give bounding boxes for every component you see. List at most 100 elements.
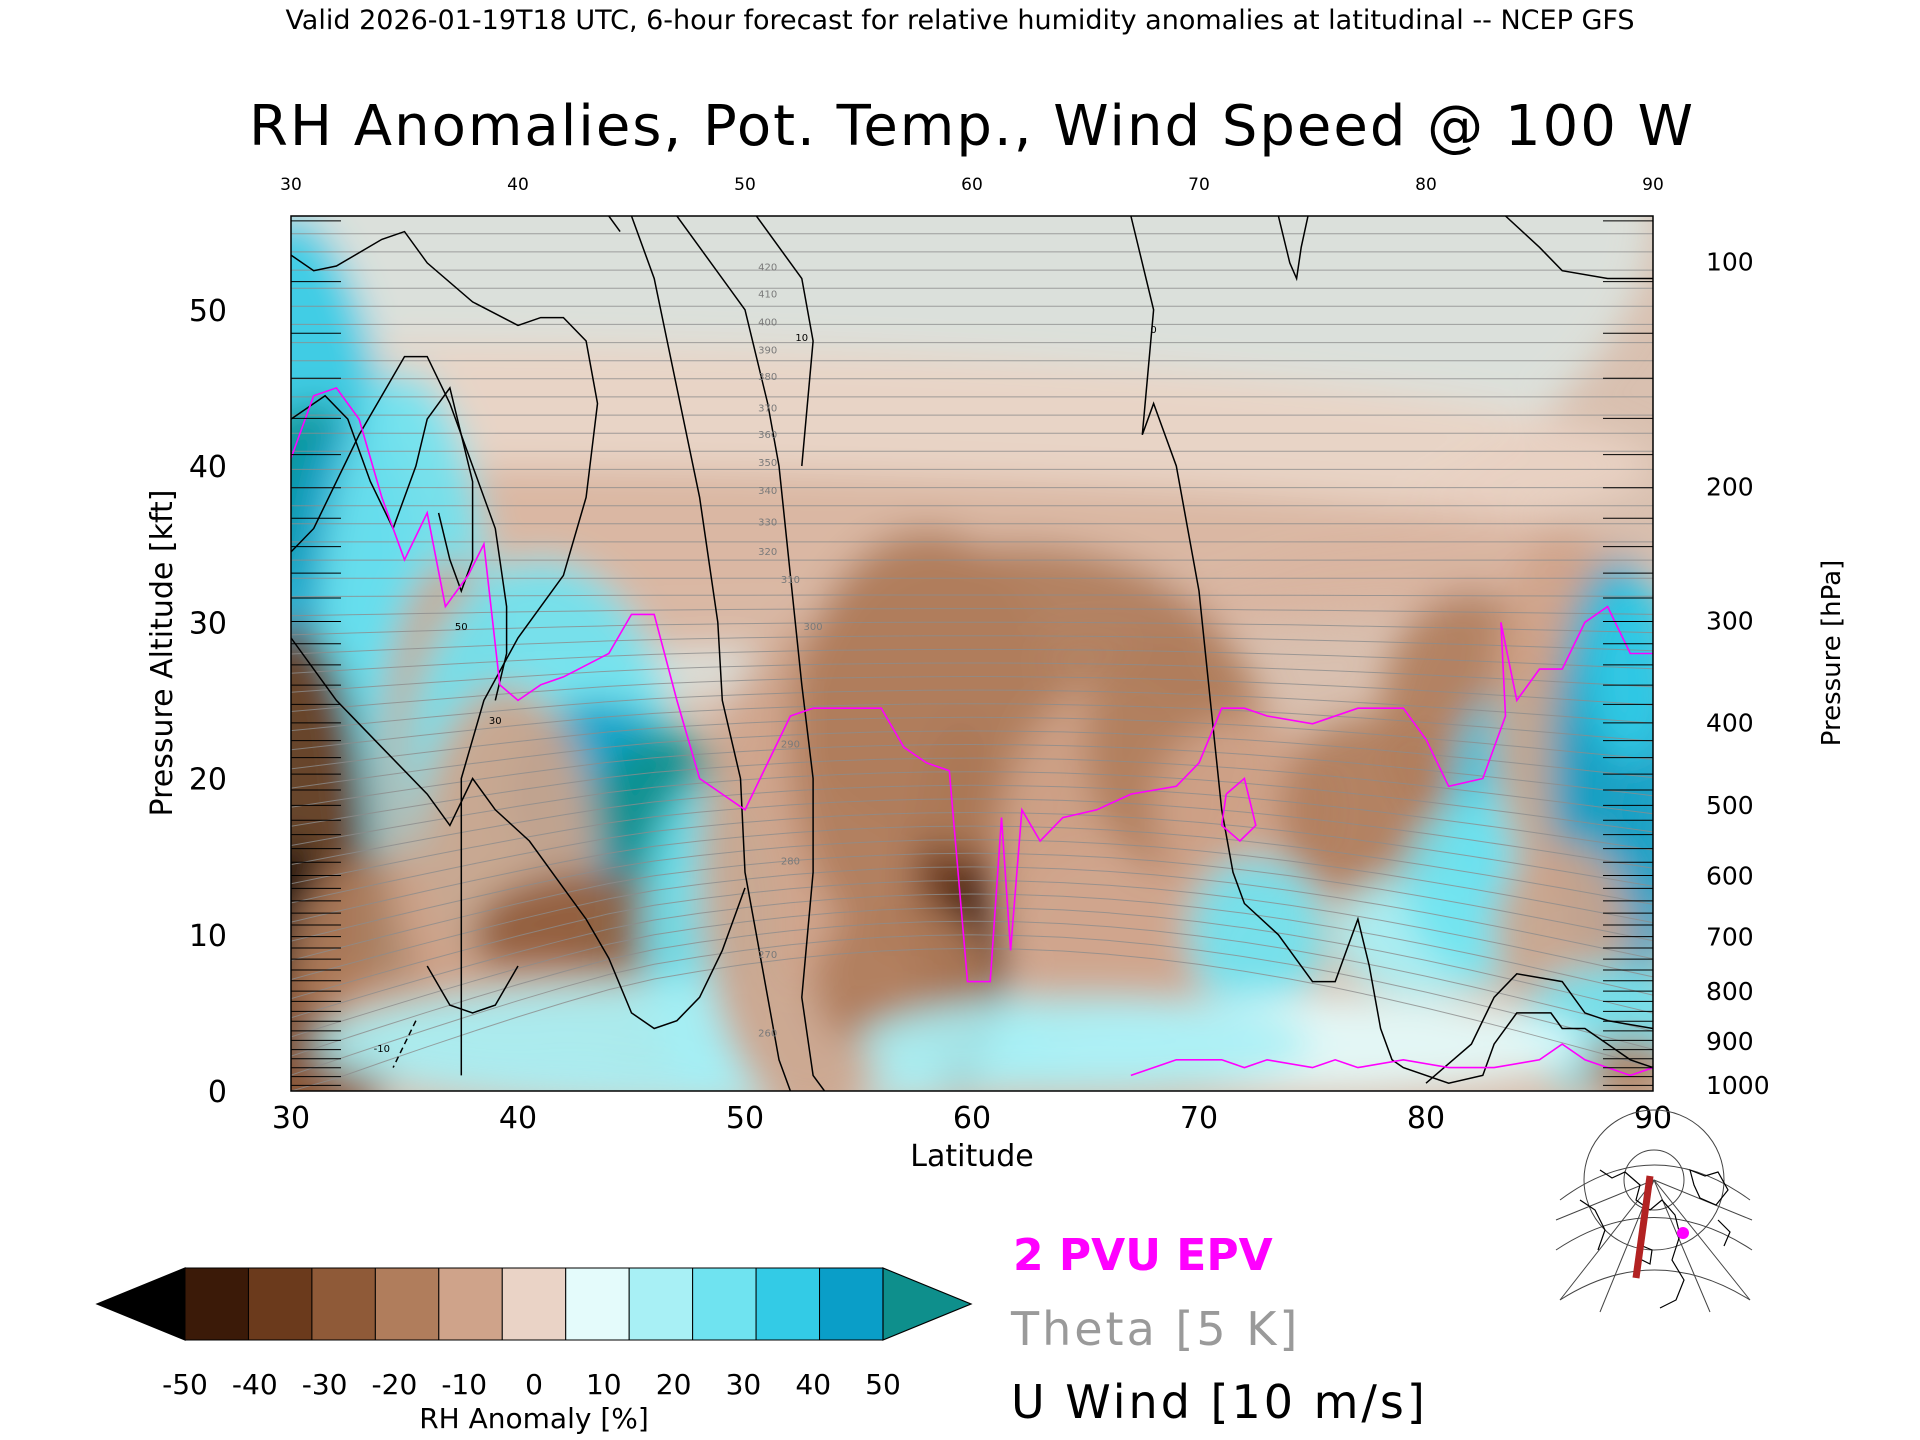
colorbar-segment (755, 1267, 821, 1341)
x-tick-top: 70 (1188, 175, 1210, 195)
x-tick-bottom: 80 (1407, 1101, 1445, 1136)
theta-label: 360 (758, 430, 777, 441)
y-axis-right-label: Pressure [hPa] (1817, 560, 1847, 747)
theta-label: 370 (758, 403, 777, 414)
y-tick: 20 (189, 763, 227, 798)
x-tick-bottom: 60 (953, 1101, 991, 1136)
legend-epv: 2 PVU EPV (1013, 1230, 1273, 1281)
colorbar-low-arrow (95, 1267, 186, 1341)
pressure-tick-label: 200 (1706, 472, 1754, 501)
colorbar-tick: 10 (586, 1368, 622, 1401)
x-tick-bottom: 30 (272, 1101, 310, 1136)
pressure-tick-label: 300 (1706, 607, 1754, 636)
theta-contours (291, 216, 1653, 1091)
header-text: Valid 2026-01-19T18 UTC, 6-hour forecast… (285, 5, 1634, 36)
theta-label: 390 (758, 346, 777, 357)
theta-label: 290 (781, 739, 800, 750)
x-tick-top: 90 (1642, 175, 1664, 195)
colorbar-tick: 20 (656, 1368, 692, 1401)
y-tick: 40 (189, 450, 227, 485)
colorbar-segment (311, 1267, 376, 1341)
plot-area: 4204104003903803703603503403303203103002… (290, 215, 1654, 1092)
y-tick: 30 (189, 606, 227, 641)
colorbar-segment (819, 1267, 884, 1341)
theta-label: 330 (758, 517, 777, 528)
theta-label: 310 (781, 575, 800, 586)
colorbar-tick: 30 (726, 1368, 762, 1401)
colorbar-segment (565, 1267, 630, 1341)
wind-label: 30 (489, 716, 502, 727)
colorbar-label: RH Anomaly [%] (419, 1402, 649, 1435)
pressure-tick-marks (291, 220, 1653, 1086)
colorbar-tick: -40 (232, 1368, 278, 1401)
y-axis-label: Pressure Altitude [kft] (145, 490, 180, 817)
colorbar-segment (247, 1267, 313, 1341)
x-axis-label: Latitude (910, 1139, 1033, 1174)
y-tick: 50 (189, 294, 227, 329)
locator-map (1555, 1109, 1753, 1313)
y-axis-ticks: 0 10 20 30 40 50 (189, 294, 227, 1110)
pressure-axis-labels: 100 200 300 400 500 600 700 800 900 1000 (1706, 247, 1770, 1099)
epv-2pvu-contour (291, 386, 1653, 1077)
theta-label: 270 (758, 950, 777, 961)
x-axis-top-ticks: 30 40 50 60 70 80 90 (280, 175, 1664, 195)
pressure-tick-label: 100 (1706, 247, 1754, 276)
contour-labels: 4204104003903803703603503403303203103002… (374, 263, 1157, 1055)
theta-label: 280 (781, 856, 800, 867)
legend-theta: Theta [5 K] (1010, 1302, 1300, 1356)
theta-label: 300 (804, 622, 823, 633)
colorbar-segment (501, 1267, 567, 1341)
x-tick-bottom: 70 (1180, 1101, 1218, 1136)
wind-label: 0 (1150, 325, 1156, 336)
colorbar-high-arrow (882, 1267, 973, 1341)
theta-label: 410 (758, 289, 777, 300)
chart-title: RH Anomalies, Pot. Temp., Wind Speed @ 1… (249, 94, 1695, 159)
theta-label: 420 (758, 263, 777, 274)
theta-label: 320 (758, 547, 777, 558)
y-tick: 10 (189, 919, 227, 954)
theta-label: 260 (758, 1028, 777, 1039)
colorbar-tick: -50 (162, 1368, 208, 1401)
theta-label: 380 (758, 372, 777, 383)
colorbar-segment (184, 1267, 249, 1341)
pressure-tick-label: 600 (1706, 861, 1754, 890)
colorbar-tick: 0 (525, 1368, 543, 1401)
x-tick-bottom: 50 (726, 1101, 764, 1136)
x-tick-bottom: 90 (1634, 1101, 1672, 1136)
wind-label: -10 (374, 1044, 390, 1055)
legend-u-wind: U Wind [10 m/s] (1011, 1375, 1428, 1429)
colorbar-tick: -20 (372, 1368, 418, 1401)
theta-label: 340 (758, 486, 777, 497)
theta-label: 350 (758, 458, 777, 469)
colorbar-tick: -30 (302, 1368, 348, 1401)
pressure-tick-label: 500 (1706, 791, 1754, 820)
colorbar-segment (374, 1267, 440, 1341)
wind-label: 50 (455, 622, 468, 633)
x-axis-bottom-ticks: 30 40 50 60 70 80 90 (272, 1101, 1672, 1136)
pressure-tick-label: 800 (1706, 977, 1754, 1006)
pressure-tick-label: 900 (1706, 1027, 1754, 1056)
y-tick: 0 (208, 1075, 227, 1110)
u-wind-contours (291, 216, 1653, 1091)
pressure-tick-label: 700 (1706, 922, 1754, 951)
x-tick-top: 40 (507, 175, 529, 195)
colorbar-segment (628, 1267, 694, 1341)
x-tick-top: 30 (280, 175, 302, 195)
colorbar: -50 -40 -30 -20 -10 0 10 20 30 40 50 (95, 1267, 973, 1401)
wind-label: 10 (795, 333, 808, 344)
pressure-tick-label: 1000 (1706, 1071, 1770, 1100)
colorbar-tick: 50 (865, 1368, 901, 1401)
colorbar-segment (692, 1267, 757, 1341)
x-tick-bottom: 40 (499, 1101, 537, 1136)
rh-anomaly-field (291, 216, 1653, 1091)
x-tick-top: 80 (1415, 175, 1437, 195)
plot-frame (290, 215, 1654, 1092)
colorbar-segment (438, 1267, 503, 1341)
colorbar-tick: 40 (795, 1368, 831, 1401)
colorbar-tick: -10 (441, 1368, 487, 1401)
x-tick-top: 60 (961, 175, 983, 195)
x-tick-top: 50 (734, 175, 756, 195)
pressure-tick-label: 400 (1706, 708, 1754, 737)
theta-label: 400 (758, 317, 777, 328)
